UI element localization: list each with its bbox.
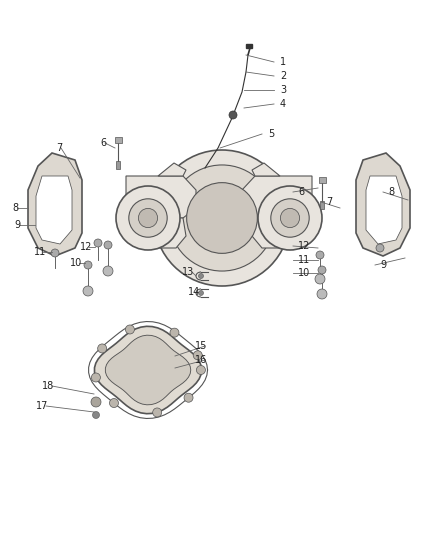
Circle shape: [92, 373, 100, 382]
Circle shape: [376, 244, 384, 252]
Text: 7: 7: [326, 197, 332, 207]
Circle shape: [129, 199, 167, 237]
Bar: [318, 177, 325, 183]
Circle shape: [94, 239, 102, 247]
Polygon shape: [95, 326, 201, 414]
Circle shape: [110, 399, 119, 408]
Circle shape: [116, 186, 180, 250]
Polygon shape: [158, 163, 186, 176]
Text: 11: 11: [34, 247, 46, 257]
Bar: [114, 137, 121, 143]
Circle shape: [154, 150, 290, 286]
Polygon shape: [366, 176, 402, 244]
Circle shape: [104, 241, 112, 249]
Circle shape: [84, 261, 92, 269]
Circle shape: [196, 366, 205, 375]
Text: 12: 12: [80, 242, 92, 252]
Polygon shape: [126, 218, 186, 248]
Circle shape: [92, 411, 99, 418]
Circle shape: [125, 325, 134, 334]
Polygon shape: [126, 176, 196, 218]
Text: 15: 15: [195, 341, 207, 351]
Polygon shape: [106, 335, 191, 405]
Text: 17: 17: [36, 401, 48, 411]
Circle shape: [198, 273, 204, 279]
Polygon shape: [246, 44, 252, 48]
Text: 9: 9: [380, 260, 386, 270]
Text: 7: 7: [56, 143, 62, 153]
Circle shape: [98, 344, 107, 353]
Polygon shape: [164, 190, 165, 246]
Circle shape: [198, 290, 204, 295]
Circle shape: [83, 286, 93, 296]
Circle shape: [187, 183, 258, 253]
Text: 10: 10: [70, 258, 82, 268]
Circle shape: [316, 251, 324, 259]
Polygon shape: [36, 176, 72, 244]
Polygon shape: [356, 153, 410, 256]
Circle shape: [169, 165, 275, 271]
Circle shape: [229, 111, 237, 119]
Polygon shape: [242, 176, 312, 218]
Polygon shape: [28, 153, 82, 256]
Text: 8: 8: [12, 203, 18, 213]
Text: 13: 13: [182, 267, 194, 277]
Text: 5: 5: [268, 129, 274, 139]
Circle shape: [318, 266, 326, 274]
Text: 4: 4: [280, 99, 286, 109]
Text: 9: 9: [14, 220, 20, 230]
Text: 6: 6: [100, 138, 106, 148]
Polygon shape: [278, 190, 280, 246]
Circle shape: [51, 249, 59, 257]
Text: 6: 6: [298, 187, 304, 197]
Circle shape: [91, 397, 101, 407]
Circle shape: [317, 289, 327, 299]
Text: 1: 1: [280, 57, 286, 67]
Text: 2: 2: [280, 71, 286, 81]
Bar: [116, 161, 120, 169]
Circle shape: [153, 408, 162, 417]
Text: 18: 18: [42, 381, 54, 391]
Polygon shape: [252, 218, 312, 248]
Circle shape: [271, 199, 309, 237]
Text: 3: 3: [280, 85, 286, 95]
Circle shape: [170, 328, 179, 337]
Circle shape: [193, 351, 202, 360]
Polygon shape: [252, 163, 280, 176]
Text: 16: 16: [195, 355, 207, 365]
Text: 8: 8: [388, 187, 394, 197]
Circle shape: [103, 266, 113, 276]
Text: 14: 14: [188, 287, 200, 297]
Circle shape: [184, 393, 193, 402]
Circle shape: [138, 208, 158, 228]
Text: 12: 12: [298, 241, 311, 251]
Bar: [320, 201, 324, 209]
Circle shape: [258, 186, 322, 250]
Circle shape: [280, 208, 300, 228]
Circle shape: [315, 274, 325, 284]
Text: 11: 11: [298, 255, 310, 265]
Text: 10: 10: [298, 268, 310, 278]
